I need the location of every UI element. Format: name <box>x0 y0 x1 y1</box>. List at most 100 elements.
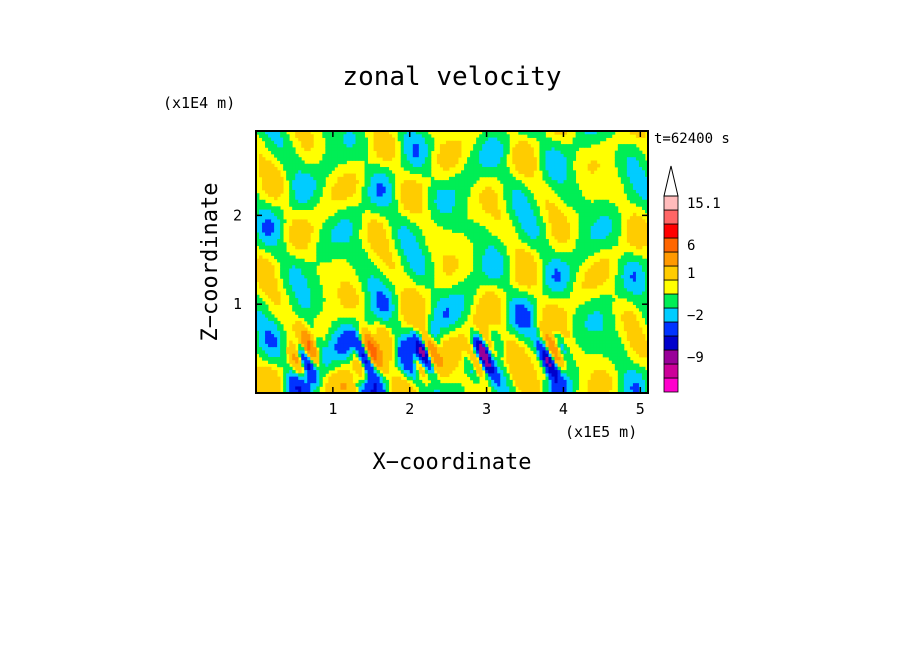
field-cell <box>400 307 405 312</box>
field-cell <box>506 275 510 279</box>
field-cell <box>644 258 648 263</box>
field-cell <box>274 186 278 191</box>
field-cell <box>427 271 432 276</box>
field-cell <box>533 265 537 269</box>
field-cell <box>334 153 338 158</box>
field-cell <box>578 229 583 233</box>
field-cell <box>439 153 444 158</box>
field-cell <box>485 199 489 204</box>
field-cell <box>641 183 646 188</box>
field-cell <box>464 173 468 178</box>
field-cell <box>545 252 549 256</box>
field-cell <box>530 157 534 161</box>
field-cell <box>557 222 561 227</box>
field-cell <box>325 173 329 178</box>
field-cell <box>527 255 531 260</box>
field-cell <box>304 147 308 152</box>
field-cell <box>370 183 374 188</box>
field-cell <box>445 180 450 184</box>
field-cell <box>554 170 558 174</box>
field-cell <box>593 262 598 266</box>
field-cell <box>265 281 269 286</box>
field-cell <box>430 262 435 266</box>
field-cell <box>629 235 634 240</box>
field-cell <box>349 294 353 299</box>
field-cell <box>367 271 371 276</box>
field-cell <box>343 232 347 237</box>
field-cell <box>563 144 567 148</box>
field-cell <box>545 239 549 243</box>
field-cell <box>479 160 483 165</box>
field-cell <box>560 239 564 243</box>
field-cell <box>442 196 447 201</box>
field-cell <box>427 262 432 266</box>
field-cell <box>644 199 648 204</box>
field-cell <box>412 258 417 263</box>
field-cell <box>560 196 564 201</box>
field-cell <box>298 294 302 299</box>
field-cell <box>292 203 296 207</box>
field-cell <box>455 209 459 214</box>
field-cell <box>638 157 643 161</box>
field-cell <box>370 186 374 191</box>
field-cell <box>569 203 574 207</box>
field-cell <box>494 255 498 260</box>
field-cell <box>268 137 272 142</box>
field-cell <box>584 284 589 289</box>
field-cell <box>445 301 450 305</box>
field-cell <box>473 239 477 243</box>
field-cell <box>277 219 281 224</box>
field-cell <box>376 252 381 256</box>
field-cell <box>289 262 293 266</box>
field-cell <box>373 268 378 273</box>
field-cell <box>409 307 414 312</box>
field-cell <box>286 173 290 178</box>
field-cell <box>548 153 552 158</box>
field-cell <box>494 298 498 302</box>
field-cell <box>391 304 396 309</box>
field-cell <box>427 314 432 319</box>
heatmap-plot-area <box>255 130 649 394</box>
field-cell <box>346 193 350 197</box>
field-cell <box>358 248 362 253</box>
field-cell <box>524 167 528 171</box>
field-cell <box>358 271 362 276</box>
field-cell <box>373 304 378 309</box>
field-cell <box>608 239 613 243</box>
field-cell <box>587 229 592 233</box>
field-cell <box>545 150 549 155</box>
field-cell <box>313 311 317 315</box>
field-cell <box>602 225 607 230</box>
field-cell <box>503 275 507 279</box>
field-cell <box>563 294 567 299</box>
field-cell <box>527 275 531 279</box>
field-cell <box>430 199 435 204</box>
field-cell <box>638 275 643 279</box>
field-cell <box>611 209 616 214</box>
field-cell <box>400 150 405 155</box>
field-cell <box>488 242 492 247</box>
field-cell <box>262 173 266 178</box>
field-cell <box>467 281 471 286</box>
field-cell <box>503 268 507 273</box>
field-cell <box>361 265 365 269</box>
field-cell <box>337 288 341 292</box>
field-cell <box>602 307 607 312</box>
field-cell <box>292 176 296 181</box>
field-cell <box>569 189 574 194</box>
field-cell <box>358 255 362 260</box>
field-cell <box>391 150 396 155</box>
field-cell <box>566 144 570 148</box>
field-cell <box>485 265 489 269</box>
field-cell <box>566 258 570 263</box>
field-cell <box>400 193 405 197</box>
field-cell <box>358 219 362 224</box>
field-cell <box>560 255 564 260</box>
field-cell <box>325 147 329 152</box>
field-cell <box>644 262 648 266</box>
field-cell <box>635 265 640 269</box>
field-cell <box>316 189 320 194</box>
field-cell <box>467 170 471 174</box>
field-cell <box>361 153 365 158</box>
field-cell <box>337 242 341 247</box>
